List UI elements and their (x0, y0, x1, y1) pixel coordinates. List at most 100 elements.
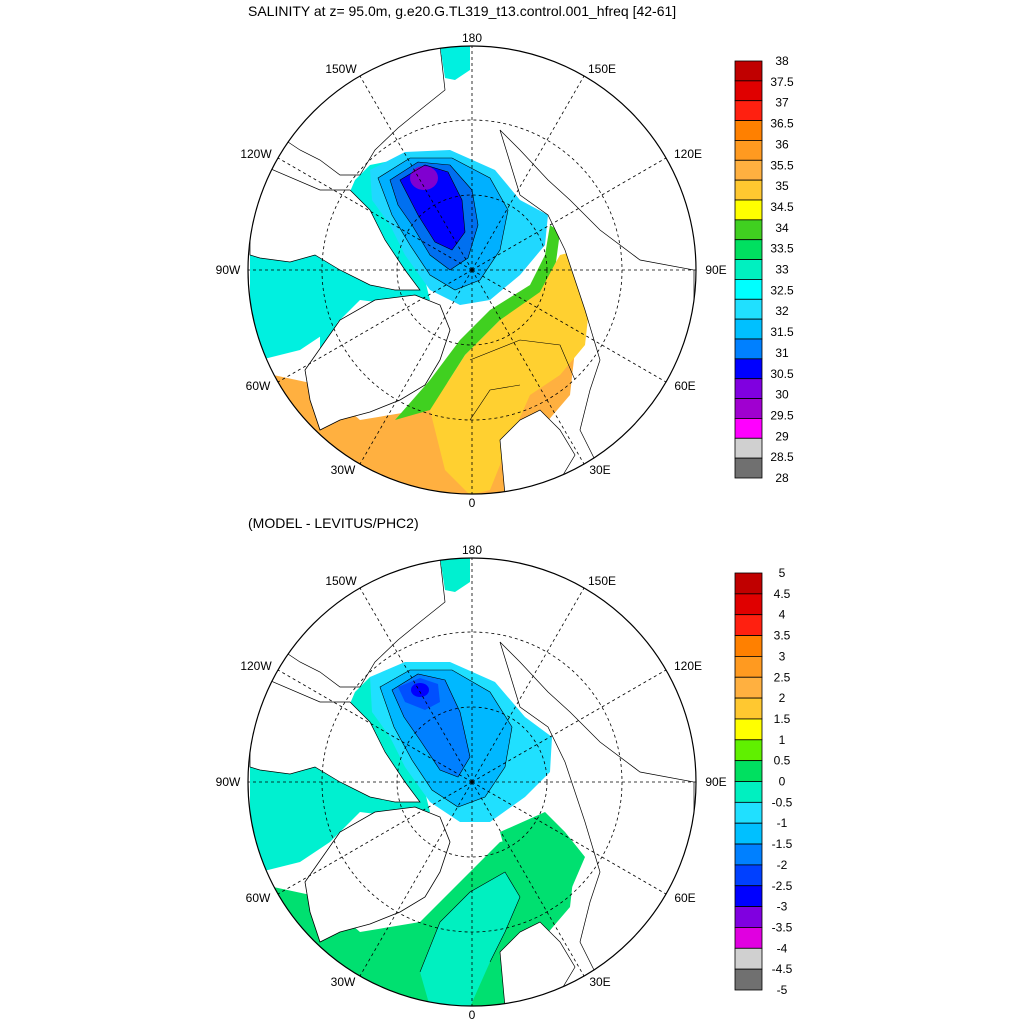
colorbar-tick-label: 34.5 (770, 200, 794, 214)
lon-label-150e: 150E (588, 62, 616, 76)
shelf-green-band (395, 225, 560, 420)
colorbar-tick-label: 3.5 (774, 629, 791, 643)
colorbar-tick-label: 37 (775, 96, 789, 110)
colorbar-tick-label: 30.5 (770, 367, 794, 381)
colorbar-tick-label: 29 (775, 429, 789, 443)
colorbar-swatch (734, 781, 763, 803)
colorbar-tick-label: 33.5 (770, 242, 794, 256)
map-boundary (247, 45, 697, 495)
colorbar-tick-label: -3.5 (772, 920, 793, 934)
colorbar-swatch (734, 885, 763, 908)
colorbar-swatch (734, 927, 763, 949)
colorbar-tick-label: 29.5 (770, 408, 794, 422)
colorbar-tick-label: 4.5 (774, 587, 791, 601)
panel-title: (MODEL - LEVITUS/PHC2) (248, 515, 419, 531)
colorbar-swatch (734, 760, 763, 782)
salinity-polar-map: 180 150W 150E 120W 120E 90W 90E 60W 60E … (216, 31, 794, 510)
lon-label-90w: 90W (216, 775, 241, 789)
colorbar-tick-label: 33 (775, 263, 789, 277)
colorbar-swatch (734, 635, 763, 657)
canadian-archipelago-land (249, 671, 421, 803)
lon-label-180: 180 (462, 543, 482, 557)
colorbar-tick-label: 31.5 (770, 325, 794, 339)
colorbar-swatch (734, 906, 763, 928)
colorbar-tick-label: 32 (775, 304, 789, 318)
lon-label-60e: 60E (674, 891, 695, 905)
colorbar-tick-label: -0.5 (772, 795, 793, 809)
lon-label-30e: 30E (589, 975, 610, 989)
colorbar-tick-label: 36 (775, 137, 789, 151)
nordic-difference-field (420, 872, 520, 1006)
lon-label-60w: 60W (246, 891, 271, 905)
canadian-archipelago-land (249, 159, 421, 291)
colorbar-tick-label: 3 (779, 649, 786, 663)
colorbar-tick-label: -4.5 (772, 962, 793, 976)
colorbar-tick-label: -1.5 (772, 837, 793, 851)
colorbar-tick-label: -2.5 (772, 879, 793, 893)
bering-shelf-field (440, 558, 470, 592)
map-boundary (247, 557, 697, 1007)
lon-label-90e: 90E (705, 263, 726, 277)
difference-colorbar: 5 4.5 4 3.5 3 2.5 2 1.5 1 0.5 0 -0.5 -1 -1.5 -2 -2.5 -3 -… (734, 566, 793, 997)
colorbar-tick-label: -3 (777, 900, 788, 914)
colorbar-tick-label: 1 (779, 733, 786, 747)
difference-panel: (MODEL - LEVITUS/PHC2) (0, 512, 1024, 1024)
lon-label-120w: 120W (240, 147, 272, 161)
lon-label-0: 0 (469, 496, 476, 510)
lon-label-120w: 120W (240, 659, 272, 673)
colorbar-swatch (734, 159, 763, 181)
nordic-seas-field (430, 250, 590, 494)
lon-label-120e: 120E (674, 147, 702, 161)
colorbar-swatch (734, 179, 763, 201)
colorbar-tick-label: 28.5 (770, 450, 794, 464)
colorbar-tick-label: -1 (777, 816, 788, 830)
colorbar-tick-label: 2.5 (774, 670, 791, 684)
beaufort-gyre-min (410, 166, 438, 190)
colorbar-swatch (734, 259, 763, 280)
colorbar-tick-label: 30 (775, 388, 789, 402)
lon-label-150e: 150E (588, 574, 616, 588)
colorbar-swatch (734, 843, 763, 866)
colorbar-swatch (734, 338, 763, 360)
colorbar-tick-label: 5 (779, 566, 786, 580)
colorbar-swatch (734, 572, 763, 595)
colorbar-tick-label: -5 (777, 983, 788, 997)
colorbar-swatch (734, 398, 763, 419)
contour-lines (379, 669, 521, 973)
colorbar-tick-label: 35 (775, 179, 789, 193)
lon-label-60e: 60E (674, 379, 695, 393)
colorbar-swatch (734, 318, 763, 340)
lon-label-150w: 150W (325, 62, 357, 76)
colorbar-tick-label: 34 (775, 221, 789, 235)
colorbar-swatch (734, 418, 763, 439)
salinity-panel: SALINITY at z= 95.0m, g.e20.G.TL319_t13.… (216, 3, 794, 510)
colorbar-swatch (734, 80, 763, 102)
difference-polar-map: 180 150W 150E 120W 120E 90W 90E 60W 60E … (216, 543, 793, 1022)
colorbar-swatch (734, 864, 763, 887)
beaufort-min (411, 683, 429, 697)
colorbar-swatch (734, 822, 763, 845)
map-fields (249, 558, 695, 1006)
lon-label-120e: 120E (674, 659, 702, 673)
lon-label-30w: 30W (331, 975, 356, 989)
panel-title: SALINITY at z= 95.0m, g.e20.G.TL319_t13.… (248, 3, 677, 19)
scandinavia-land (499, 409, 576, 494)
lon-label-90e: 90E (705, 775, 726, 789)
bering-shelf-field (440, 46, 470, 80)
lon-label-30e: 30E (589, 463, 610, 477)
colorbar-swatch (734, 279, 763, 300)
colorbar-tick-label: -2 (777, 858, 788, 872)
colorbar-swatch (734, 457, 763, 479)
colorbar-swatch (734, 968, 763, 991)
colorbar-swatch (734, 718, 763, 741)
colorbar-swatch (734, 676, 763, 699)
colorbar-swatch (734, 298, 763, 320)
contour-lines (377, 157, 576, 421)
colorbar-tick-label: 1.5 (774, 712, 791, 726)
colorbar-swatch (734, 60, 763, 82)
colorbar-tick-label: -4 (777, 941, 788, 955)
greenland-land (304, 294, 451, 431)
colorbar-swatch (734, 199, 763, 221)
colorbar-swatch (734, 739, 763, 762)
colorbar-tick-label: 38 (775, 54, 789, 68)
